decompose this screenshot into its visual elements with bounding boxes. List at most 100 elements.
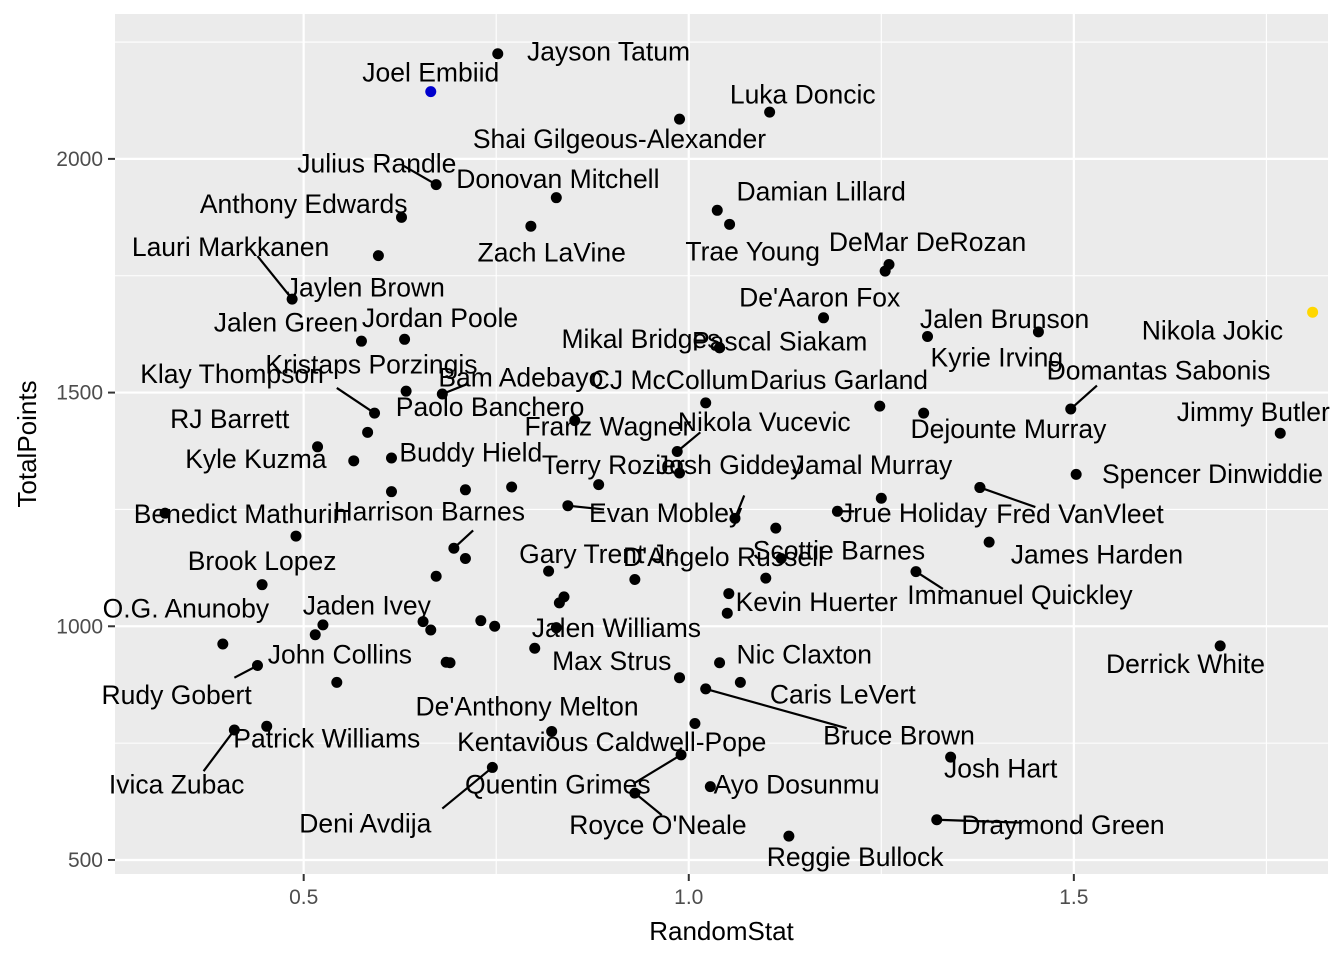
point-label: Terry Rozier	[542, 450, 685, 480]
data-point	[425, 624, 437, 636]
y-axis-title: TotalPoints	[12, 380, 42, 507]
leader-line	[1070, 384, 1098, 410]
point-label: Kentavious Caldwell-Pope	[457, 727, 766, 757]
data-point	[1274, 427, 1286, 439]
data-point	[760, 572, 772, 584]
x-tick-label: 1.0	[674, 886, 703, 909]
data-point	[436, 388, 448, 400]
point-label: Ayo Dosunmu	[714, 769, 880, 799]
point-label: Zach LaVine	[478, 237, 626, 267]
point-label: Buddy Hield	[399, 437, 542, 467]
data-point	[983, 536, 995, 548]
point-label: Draymond Green	[961, 810, 1164, 840]
data-point	[671, 445, 683, 457]
point-label: Brook Lopez	[188, 546, 337, 576]
point-label: De'Anthony Melton	[415, 692, 638, 722]
data-point	[489, 620, 501, 632]
data-point	[831, 505, 843, 517]
data-point	[1070, 468, 1082, 480]
point-label: John Collins	[268, 639, 412, 669]
data-point	[309, 629, 321, 641]
data-point	[922, 331, 934, 342]
data-point	[395, 211, 407, 223]
point-label: Jamal Murray	[792, 450, 953, 480]
point-label: Nikola Jokic	[1142, 315, 1283, 345]
leader-line	[336, 386, 376, 415]
y-tick-label: 1500	[56, 382, 103, 405]
y-tick-label: 500	[68, 849, 103, 872]
point-label: Damian Lillard	[737, 177, 906, 207]
point-label: Quentin Grimes	[465, 769, 651, 799]
point-label: Fred VanVleet	[996, 499, 1164, 529]
data-point	[714, 342, 726, 354]
point-label: Royce O'Neale	[569, 810, 746, 840]
major-gridlines	[115, 14, 1328, 874]
point-label: James Harden	[1011, 539, 1183, 569]
data-point	[700, 683, 712, 695]
data-point	[945, 751, 957, 763]
data-point	[348, 455, 360, 467]
data-point	[372, 250, 384, 262]
point-label: CJ McCollum	[591, 365, 749, 395]
data-point	[629, 574, 641, 586]
data-point	[317, 619, 329, 631]
point-label: Jaden Ivey	[303, 590, 432, 620]
data-point	[506, 481, 518, 493]
point-label: RJ Barrett	[170, 404, 290, 434]
data-point	[486, 761, 498, 773]
data-point	[529, 642, 541, 654]
point-labels: Jayson Tatum Joel Embiid Luka Doncic Shai G…	[101, 36, 1330, 872]
point-label: Ivica Zubac	[109, 769, 245, 799]
data-point	[734, 676, 746, 688]
data-point	[918, 407, 930, 419]
data-point	[543, 565, 555, 577]
data-point	[312, 441, 324, 453]
point-label: Anthony Edwards	[200, 189, 408, 219]
axes: 0.5 1.0 1.5 500 1000 1500 2000	[56, 148, 1088, 909]
point-label: Jalen Williams	[532, 613, 701, 643]
point-label: Luka Doncic	[730, 79, 876, 109]
point-label: Deni Avdija	[299, 809, 431, 839]
leader-line	[979, 486, 1036, 509]
point-label: Jalen Green	[214, 307, 358, 337]
point-label: Shai Gilgeous-Alexander	[473, 124, 766, 154]
data-point	[400, 385, 412, 397]
data-point	[770, 522, 782, 534]
leader-line	[403, 164, 437, 186]
data-point	[492, 48, 504, 60]
point-label: Reggie Bullock	[767, 842, 945, 872]
x-axis-title: RandomStat	[649, 916, 794, 946]
point-label: Max Strus	[552, 646, 671, 676]
data-point	[385, 486, 397, 498]
data-point	[700, 397, 712, 409]
x-tick-label: 0.5	[289, 886, 318, 909]
leader-line	[634, 753, 682, 784]
data-point	[562, 500, 574, 512]
point-label: Spencer Dinwiddie	[1102, 459, 1323, 489]
data-point	[448, 542, 460, 554]
data-point	[385, 452, 397, 464]
data-point	[399, 333, 411, 345]
point-label: Trae Young	[685, 236, 820, 266]
point-label: Jrue Holiday	[840, 498, 988, 528]
point-label: Julius Randle	[297, 149, 456, 179]
data-point	[689, 718, 701, 729]
leader-line	[705, 687, 847, 730]
point-label: Nikola Vucevic	[678, 407, 851, 437]
point-label: Jalen Brunson	[920, 304, 1089, 334]
leader-line	[202, 729, 236, 772]
point-label: Pascal Siakam	[692, 327, 867, 357]
point-label: Nic Claxton	[737, 639, 873, 669]
data-point	[910, 566, 922, 578]
leader-line	[936, 818, 1020, 824]
data-point	[674, 113, 686, 125]
data-point	[704, 781, 716, 793]
data-point	[874, 400, 886, 412]
y-tick-label: 1000	[56, 615, 103, 638]
data-point	[674, 672, 686, 684]
y-tick-label: 2000	[56, 148, 103, 171]
point-label: De'Aaron Fox	[739, 283, 900, 313]
point-label: Klay Thompson	[140, 359, 324, 389]
point-label: Mikal Bridges	[561, 324, 720, 354]
data-point	[286, 293, 298, 305]
